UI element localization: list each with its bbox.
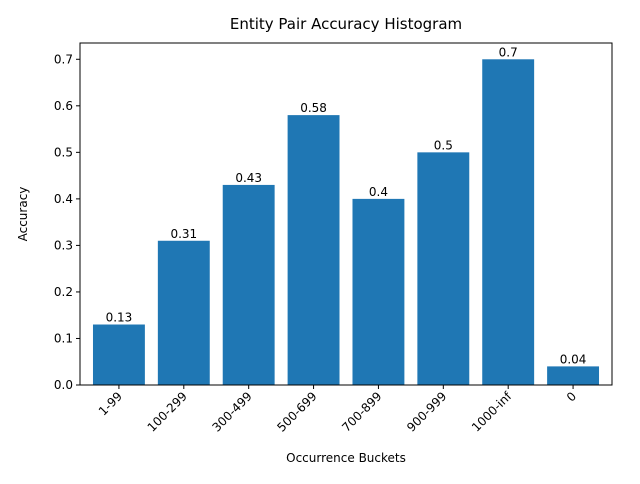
bar-900-999 [417, 152, 470, 385]
bar-value-label: 0.58 [300, 101, 327, 115]
x-tick-label: 900-999 [404, 389, 449, 434]
y-tick-label: 0.4 [54, 192, 73, 206]
bar-1000-inf [482, 59, 535, 385]
x-axis-label: Occurrence Buckets [286, 451, 406, 465]
y-tick-label: 0.2 [54, 285, 73, 299]
bar-0 [547, 366, 600, 385]
bar-value-label: 0.7 [499, 45, 518, 59]
x-tick-label: 1-99 [96, 389, 125, 418]
y-tick-label: 0.7 [54, 52, 73, 66]
y-tick-label: 0.5 [54, 145, 73, 159]
bar-value-label: 0.04 [560, 352, 587, 366]
bar-1-99 [92, 324, 145, 385]
x-tick-label: 500-699 [274, 389, 319, 434]
y-tick-label: 0.0 [54, 378, 73, 392]
y-tick-label: 0.1 [54, 331, 73, 345]
bar-value-label: 0.31 [170, 227, 197, 241]
chart-title: Entity Pair Accuracy Histogram [230, 15, 462, 33]
x-tick-label: 0 [564, 389, 579, 404]
bars-group [92, 59, 600, 386]
y-tick-label: 0.3 [54, 238, 73, 252]
bar-value-label: 0.5 [434, 138, 453, 152]
y-tick-label: 0.6 [54, 99, 73, 113]
bar-700-899 [352, 198, 405, 385]
bar-value-label: 0.43 [235, 171, 262, 185]
bar-500-699 [287, 115, 340, 386]
plot-frame [79, 42, 613, 386]
bar-value-label: 0.13 [106, 311, 133, 325]
x-tick-label: 1000-inf [469, 389, 515, 435]
bar-value-label: 0.4 [369, 185, 388, 199]
y-axis-ticks: 0.0 0.1 0.2 0.3 0.4 0.5 0.6 0.7 [54, 52, 80, 392]
bar-labels-group: 0.13 0.31 0.43 0.58 0.4 0.5 0.7 0.04 [106, 45, 587, 366]
bar-100-299 [157, 240, 210, 385]
bar-300-499 [222, 184, 275, 385]
x-tick-label: 700-899 [339, 389, 384, 434]
x-tick-label: 300-499 [209, 389, 254, 434]
y-axis-label: Accuracy [16, 187, 30, 242]
x-tick-label: 100-299 [145, 389, 190, 434]
x-axis-ticks: 1-99 100-299 300-499 500-699 700-899 900-999 1… [96, 385, 579, 435]
